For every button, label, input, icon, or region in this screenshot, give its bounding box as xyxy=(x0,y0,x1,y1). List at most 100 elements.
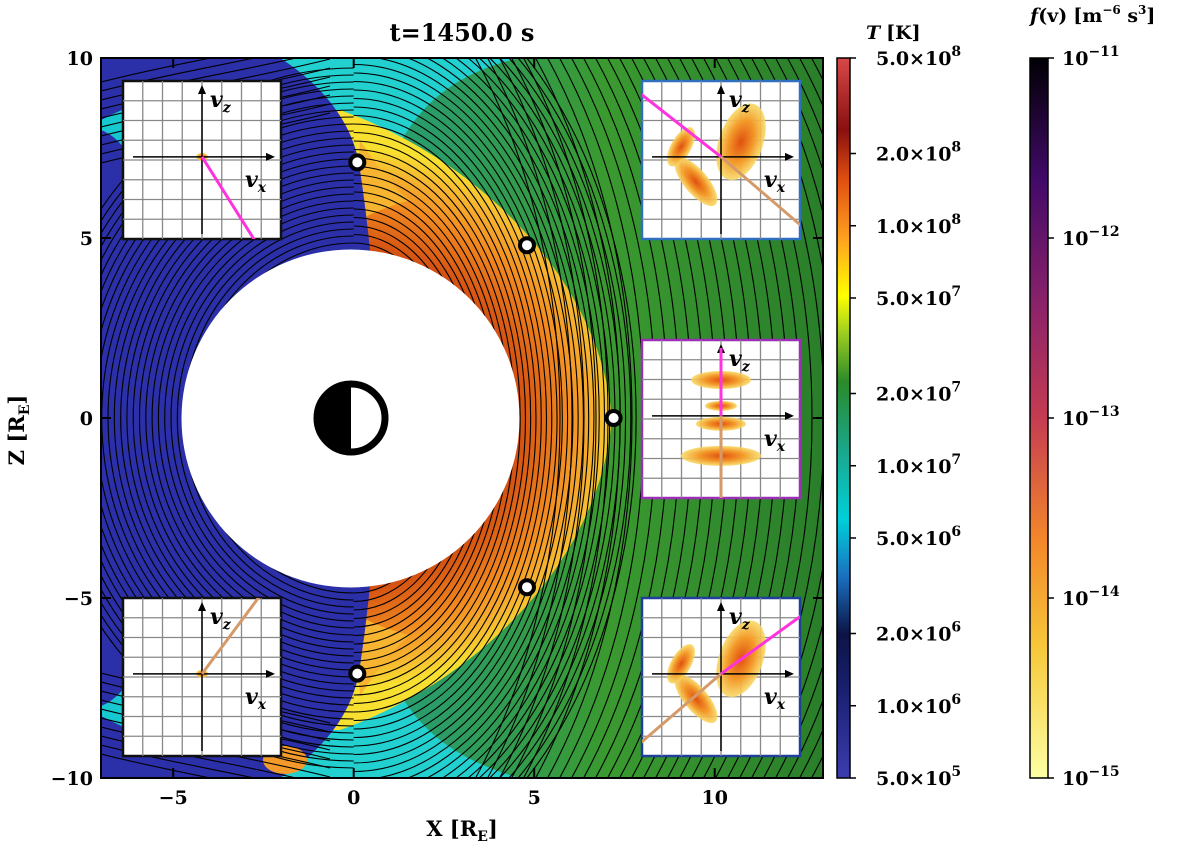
nightside-field-line xyxy=(176,221,354,615)
vz-label: vz xyxy=(729,87,751,116)
colorbar-tick-label: 5.0×106 xyxy=(876,524,961,550)
vx-arrow xyxy=(785,152,794,161)
vdf-sample-marker xyxy=(348,664,367,683)
vz-arrow xyxy=(198,602,206,611)
magnetic-field-direction xyxy=(200,156,256,239)
dayside-field-line xyxy=(454,58,600,778)
solar-wind-field-line xyxy=(510,58,597,778)
dayside-field-line xyxy=(353,140,526,696)
vx-label: vx xyxy=(245,167,267,196)
vdf-insets: vz vx vz vx vz vx vz vx vz vx xyxy=(121,79,802,758)
vdf-sample-marker xyxy=(517,578,536,597)
colorbar-tick-label: 2.0×106 xyxy=(876,620,961,646)
colorbar-tick-label: 1.0×106 xyxy=(876,692,961,718)
dayside-field-line xyxy=(508,58,627,778)
dayside-field-line xyxy=(373,58,579,778)
vz-label: vz xyxy=(729,604,751,633)
colorbar-tick-label: 10−12 xyxy=(1062,224,1120,250)
vdf-inset-top-right: vz vx xyxy=(640,79,802,241)
vdf-sample-marker xyxy=(517,236,536,255)
dayside-field-line xyxy=(353,80,563,756)
y-axis-ticks: 10 5 0 −5 −10 xyxy=(51,48,823,790)
vx-label: vx xyxy=(764,684,786,713)
vx-label: vx xyxy=(764,167,786,196)
dayside-field-line xyxy=(425,58,590,778)
vx-arrow xyxy=(266,669,275,678)
bulk-velocity-direction xyxy=(200,598,261,675)
south-cusp xyxy=(355,606,410,696)
bulk-velocity-direction xyxy=(642,672,722,744)
solar-wind-field-line xyxy=(546,58,633,778)
colorbar-tick-label: 5.0×107 xyxy=(876,284,961,310)
north-lobe-field-line xyxy=(101,58,213,83)
colorbar-tick-label: 2.0×107 xyxy=(876,380,961,406)
y-tick-label: 5 xyxy=(80,228,93,250)
y-tick-label: −10 xyxy=(51,768,93,790)
dayside-field-line xyxy=(441,58,595,778)
y-tick-label: 10 xyxy=(67,48,93,70)
vdf-inset-bottom-right: vz vx xyxy=(640,596,802,758)
colorbar-tick-label: 5.0×108 xyxy=(876,44,961,70)
vdf-blob xyxy=(716,103,766,181)
vx-arrow xyxy=(785,411,794,420)
x-tick-label: 0 xyxy=(347,787,360,809)
dayside-field-line xyxy=(353,89,558,747)
dayside-field-line xyxy=(353,131,532,705)
vx-label: vx xyxy=(245,684,267,713)
vdf-blob xyxy=(674,157,718,207)
vz-label: vz xyxy=(210,604,232,633)
vdf-colorbar-label: f(v) [m−6 s3] xyxy=(1028,3,1155,27)
dayside-field-line xyxy=(353,72,569,764)
dayside-field-line xyxy=(517,58,632,778)
y-tick-label: 0 xyxy=(80,408,93,430)
vdf-colorbar-ticks: 10−11 10−12 10−13 10−14 10−15 xyxy=(1048,44,1120,790)
solar-wind-field-line xyxy=(498,58,585,778)
dayside-field-line xyxy=(353,114,542,722)
y-tick-label: −5 xyxy=(64,588,93,610)
dayside-field-line xyxy=(353,97,553,739)
vz-label: vz xyxy=(729,346,751,375)
north-cusp xyxy=(355,140,410,230)
colorbar-tick-label: 5.0×105 xyxy=(876,764,961,790)
vdf-inset-middle-right: vz vx xyxy=(640,338,802,500)
colorbar-tick-label: 1.0×108 xyxy=(876,212,961,238)
earth-symbol xyxy=(313,380,389,456)
vz-label: vz xyxy=(210,87,232,116)
temperature-colorbar-gradient xyxy=(836,57,851,779)
dayside-field-line xyxy=(467,58,606,778)
vx-arrow xyxy=(785,669,794,678)
vz-arrow xyxy=(198,85,206,94)
vdf-colorbar-gradient xyxy=(1029,57,1049,779)
colorbar-tick-label: 10−15 xyxy=(1062,764,1120,790)
temperature-colorbar-ticks: 5.0×108 2.0×108 1.0×108 5.0×107 2.0×107 1.0×1… xyxy=(850,44,961,790)
dayside-field-line xyxy=(526,58,637,778)
dayside-field-line xyxy=(406,58,584,778)
solar-wind-field-line xyxy=(486,58,573,778)
bulk-velocity-direction xyxy=(720,155,800,227)
x-tick-label: 10 xyxy=(701,787,727,809)
dayside-field-line xyxy=(353,63,574,773)
colorbar-tick-label: 2.0×108 xyxy=(876,140,961,166)
temperature-colorbar: T [K] 5.0×108 2.0×108 1.0×108 5.0×107 2.0×107… xyxy=(836,22,961,790)
x-tick-label: 5 xyxy=(528,787,541,809)
vx-arrow xyxy=(266,152,275,161)
vdf-sample-marker xyxy=(604,409,623,427)
solar-wind-field-line xyxy=(474,58,561,778)
vx-label: vx xyxy=(764,426,786,455)
x-axis-ticks: −5 0 5 10 xyxy=(159,58,728,809)
magnetic-field-direction xyxy=(642,93,722,159)
vz-arrow xyxy=(717,602,725,611)
colorbar-tick-label: 10−14 xyxy=(1062,584,1120,610)
colorbar-tick-label: 10−13 xyxy=(1062,404,1120,430)
chart-title: t=1450.0 s xyxy=(390,18,535,47)
dayside-field-line xyxy=(353,123,537,713)
temperature-colorbar-label: T [K] xyxy=(866,22,921,44)
vz-arrow xyxy=(717,85,725,94)
vdf-inset-top-left: vz vx xyxy=(121,79,283,241)
colorbar-tick-label: 1.0×107 xyxy=(876,452,961,478)
solar-wind-field-line xyxy=(762,58,823,778)
magnetic-field-direction xyxy=(720,614,800,676)
x-axis-label: X [RE] xyxy=(426,816,498,845)
vdf-blob xyxy=(674,674,718,724)
